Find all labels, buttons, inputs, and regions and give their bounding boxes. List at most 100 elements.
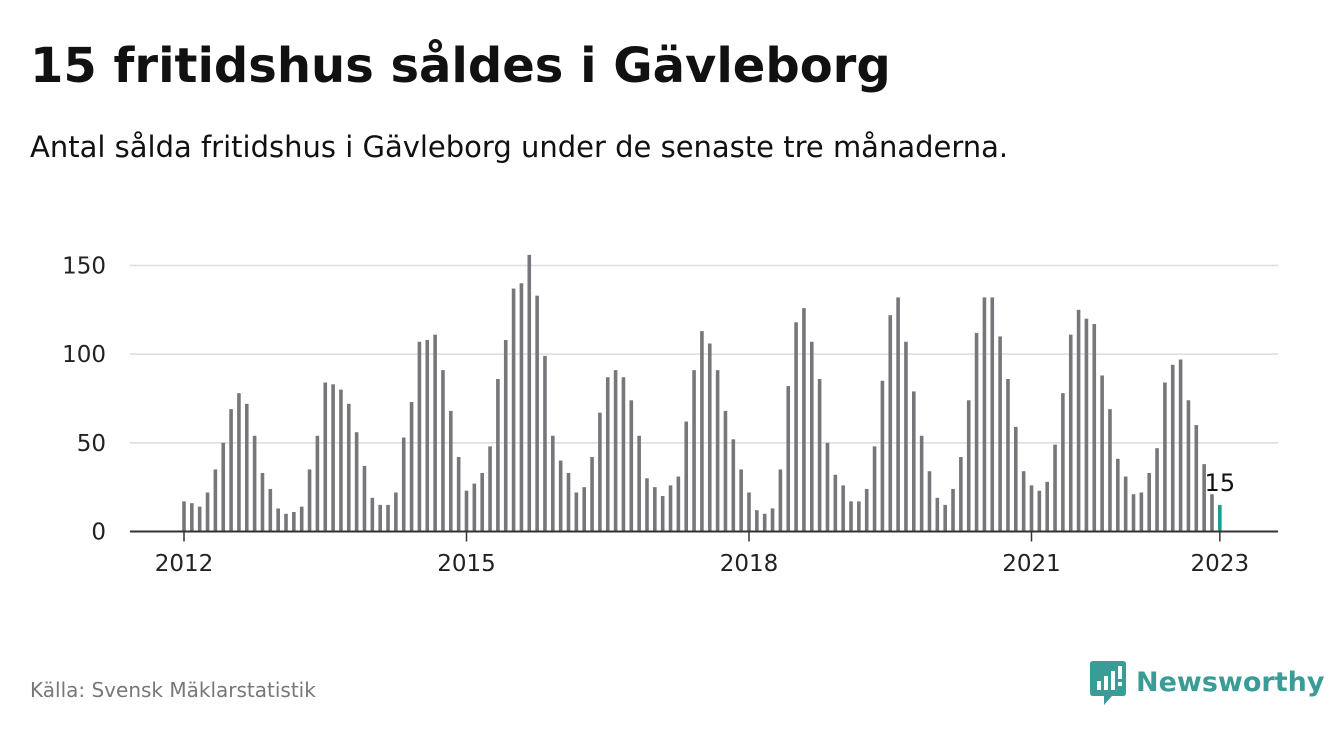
bar [951, 488, 955, 532]
bar [331, 384, 335, 532]
bar [1147, 472, 1152, 532]
bar [527, 254, 532, 532]
bar [535, 295, 539, 532]
bar [276, 508, 280, 532]
chart-title: 15 fritidshus såldes i Gävleborg [30, 38, 891, 94]
bar [237, 393, 241, 532]
gridlines [130, 264, 1278, 444]
bar [1061, 393, 1065, 532]
y-axis-labels: 0 50 100 150 [62, 254, 106, 546]
bar-chart: 0 50 100 150 2012 2015 2018 2021 2023 15 [62, 254, 1278, 577]
bar [857, 501, 861, 532]
bar [1029, 485, 1034, 532]
bar [880, 380, 885, 532]
bar [503, 339, 508, 532]
bar [700, 331, 704, 532]
bar [1170, 364, 1175, 532]
bar [1178, 359, 1183, 532]
bar [864, 488, 869, 532]
y-tick-label: 150 [62, 254, 106, 280]
bar [284, 513, 288, 532]
bar [645, 478, 649, 532]
bar [833, 474, 838, 532]
bar [1037, 490, 1042, 532]
bar [433, 334, 437, 532]
bar [1116, 458, 1120, 532]
x-tick-label: 2023 [1191, 551, 1250, 577]
highlight-value-label: 15 [1205, 469, 1236, 497]
bar [590, 457, 594, 532]
bar [731, 439, 736, 532]
x-tick-label: 2012 [155, 551, 214, 577]
bar [825, 442, 830, 532]
bar [1131, 494, 1136, 532]
bar [629, 400, 634, 532]
bar [982, 297, 987, 532]
bar [1084, 318, 1089, 532]
bar [613, 370, 618, 532]
bar [378, 504, 382, 532]
bar [511, 288, 516, 532]
bar [464, 490, 469, 532]
bar [605, 377, 610, 532]
bar [676, 476, 681, 532]
bar [1092, 324, 1097, 532]
bar [268, 488, 273, 532]
bar [1076, 309, 1081, 532]
bar [582, 487, 587, 532]
bar [904, 341, 908, 532]
brand-name: Newsworthy [1136, 667, 1325, 698]
bar [425, 339, 430, 532]
bar [755, 510, 759, 532]
bar [1123, 476, 1128, 532]
bar [1210, 494, 1214, 532]
bar [323, 382, 328, 532]
bar [1202, 464, 1206, 532]
y-tick-label: 0 [91, 520, 106, 546]
bar [386, 504, 390, 532]
bar [1068, 334, 1073, 532]
bar [1194, 425, 1199, 532]
bar [441, 370, 445, 532]
bar [778, 469, 783, 532]
bar [598, 412, 602, 532]
bar [229, 409, 233, 532]
bar [519, 283, 524, 532]
bar [817, 378, 822, 532]
bar [692, 370, 696, 532]
bar [943, 504, 947, 532]
bar [190, 503, 194, 532]
bar [809, 341, 814, 532]
bar [354, 432, 359, 532]
bar [346, 403, 351, 532]
bar [292, 511, 296, 532]
y-tick-label: 100 [62, 342, 106, 368]
bar [966, 400, 971, 532]
bar [566, 472, 571, 532]
bar [794, 322, 798, 532]
bar [849, 501, 853, 532]
bar [786, 386, 791, 532]
bar [480, 472, 484, 532]
bar [1045, 481, 1049, 532]
y-tick-label: 50 [77, 431, 106, 457]
x-tick-label: 2018 [720, 551, 779, 577]
bar [370, 497, 375, 532]
bar [551, 435, 555, 532]
bar [770, 508, 775, 532]
source-note: Källa: Svensk Mäklarstatistik [30, 678, 316, 702]
bar [723, 410, 728, 532]
bar [449, 410, 453, 532]
highlight-bar [1218, 504, 1222, 532]
bar [637, 435, 641, 532]
bar [739, 469, 743, 532]
x-tick-label: 2021 [1002, 551, 1061, 577]
bar [299, 506, 304, 532]
bar [244, 403, 249, 532]
bar [911, 391, 916, 532]
bar [621, 377, 626, 532]
bar [252, 435, 257, 532]
bar [668, 485, 673, 532]
bar [362, 465, 367, 532]
bar [1100, 375, 1104, 532]
